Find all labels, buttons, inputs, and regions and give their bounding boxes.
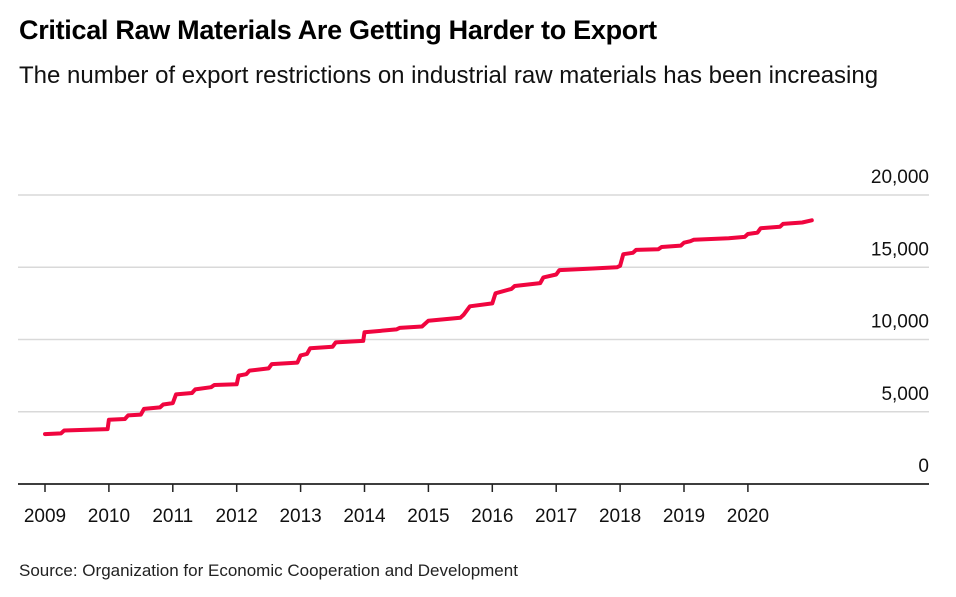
x-tick-label: 2015: [407, 506, 449, 527]
chart-subtitle: The number of export restrictions on ind…: [19, 62, 879, 89]
series-line: [43, 218, 814, 437]
y-axis-ticks: 0 5,000 10,000 15,000 20,000: [871, 167, 929, 477]
x-tick-label: 2018: [599, 506, 641, 527]
gridlines: [18, 194, 929, 413]
x-tick-label: 2014: [343, 506, 386, 527]
x-tick-label: 2012: [216, 506, 258, 527]
x-tick-label: 2011: [152, 506, 193, 527]
x-tick-label: 2016: [471, 506, 513, 527]
x-tick-label: 2017: [535, 506, 577, 527]
y-tick-label: 5,000: [881, 384, 929, 405]
y-tick-label: 20,000: [871, 167, 929, 188]
x-tick-label: 2009: [24, 506, 66, 527]
x-axis-ticks: 2009 2010 2011 2012 2013 2014 2015 2016 2017 2018…: [24, 484, 769, 527]
x-tick-label: 2010: [88, 506, 130, 527]
y-tick-label: 15,000: [871, 239, 929, 260]
series-group: [43, 218, 814, 437]
x-tick-label: 2019: [663, 506, 705, 527]
x-tick-label: 2013: [279, 506, 321, 527]
chart-title: Critical Raw Materials Are Getting Harde…: [19, 15, 657, 45]
source-note: Source: Organization for Economic Cooper…: [19, 561, 518, 580]
y-tick-label: 0: [918, 456, 929, 477]
x-tick-label: 2020: [727, 506, 769, 527]
y-tick-label: 10,000: [871, 312, 929, 333]
